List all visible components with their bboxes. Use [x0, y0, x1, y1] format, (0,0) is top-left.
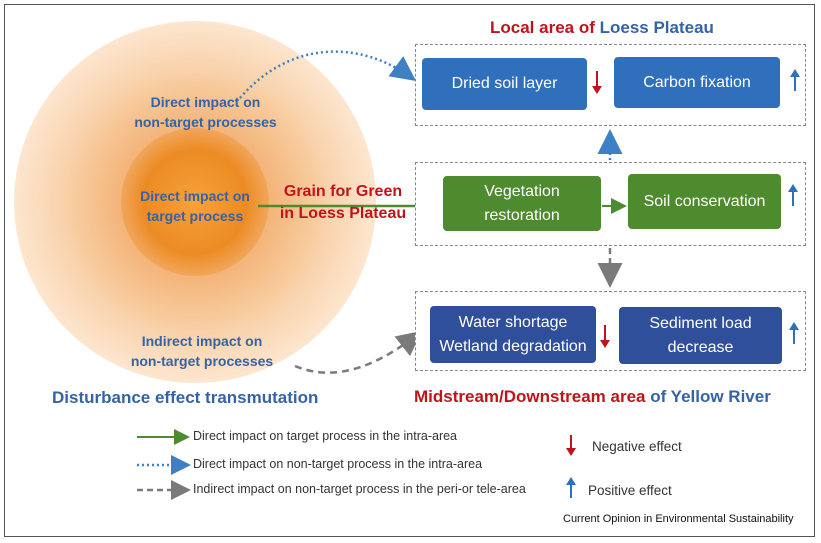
disturbance-caption: Disturbance effect transmutation — [52, 388, 319, 407]
dashed-arrow-to-downstream — [294, 330, 422, 374]
local-area-heading: Local area of Loess Plateau — [490, 18, 714, 37]
negative-effect-icon-water — [600, 325, 610, 348]
grain-for-green-label: Grain for Green in Loess Plateau — [279, 183, 407, 222]
outer-ring-label: Direct impact on non-target processes — [134, 94, 277, 130]
water-shortage-line2: Wetland degradation — [439, 337, 587, 355]
sediment-line2: decrease — [667, 338, 734, 356]
downstream-heading: Midstream/Downstream area of Yellow Rive… — [414, 387, 771, 406]
sediment-load-box: Sediment load decrease — [619, 307, 782, 364]
journal-credit: Current Opinion in Environmental Sustain… — [563, 513, 794, 525]
legend-positive-icon — [566, 477, 576, 498]
vegetation-label-line2: restoration — [484, 206, 560, 224]
legend-negative-text: Negative effect — [592, 439, 682, 454]
dried-soil-layer-label: Dried soil layer — [451, 75, 558, 92]
carbon-fixation-label: Carbon fixation — [643, 73, 751, 91]
legend-solid-text: Direct impact on target process in the i… — [193, 429, 458, 443]
water-shortage-box: Water shortage Wetland degradation — [430, 306, 596, 363]
positive-effect-icon-sediment — [789, 322, 799, 344]
positive-effect-icon-soil-conservation — [788, 184, 798, 206]
dried-soil-layer-box: Dried soil layer — [422, 58, 587, 110]
carbon-fixation-box: Carbon fixation — [614, 57, 780, 108]
legend-positive-text: Positive effect — [588, 483, 672, 498]
core-label: Direct impact on target process — [140, 188, 250, 224]
legend-dotted-text: Direct impact on non-target process in t… — [193, 457, 483, 471]
sediment-line1: Sediment load — [649, 314, 752, 332]
water-shortage-line1: Water shortage — [458, 313, 568, 331]
positive-effect-icon-carbon — [790, 69, 800, 91]
legend-negative-icon — [566, 435, 576, 456]
dotted-arrow-to-local — [239, 50, 417, 99]
soil-conservation-box: Soil conservation — [628, 174, 781, 229]
vegetation-restoration-box: Vegetation restoration — [443, 176, 601, 231]
legend-dashed-text: Indirect impact on non-target process in… — [193, 482, 526, 496]
negative-effect-icon-dried-soil — [592, 71, 602, 94]
periphery-label: Indirect impact on non-target processes — [130, 333, 274, 369]
core-circle — [121, 128, 269, 276]
vegetation-label-line1: Vegetation — [484, 182, 560, 200]
soil-conservation-label: Soil conservation — [643, 192, 766, 210]
